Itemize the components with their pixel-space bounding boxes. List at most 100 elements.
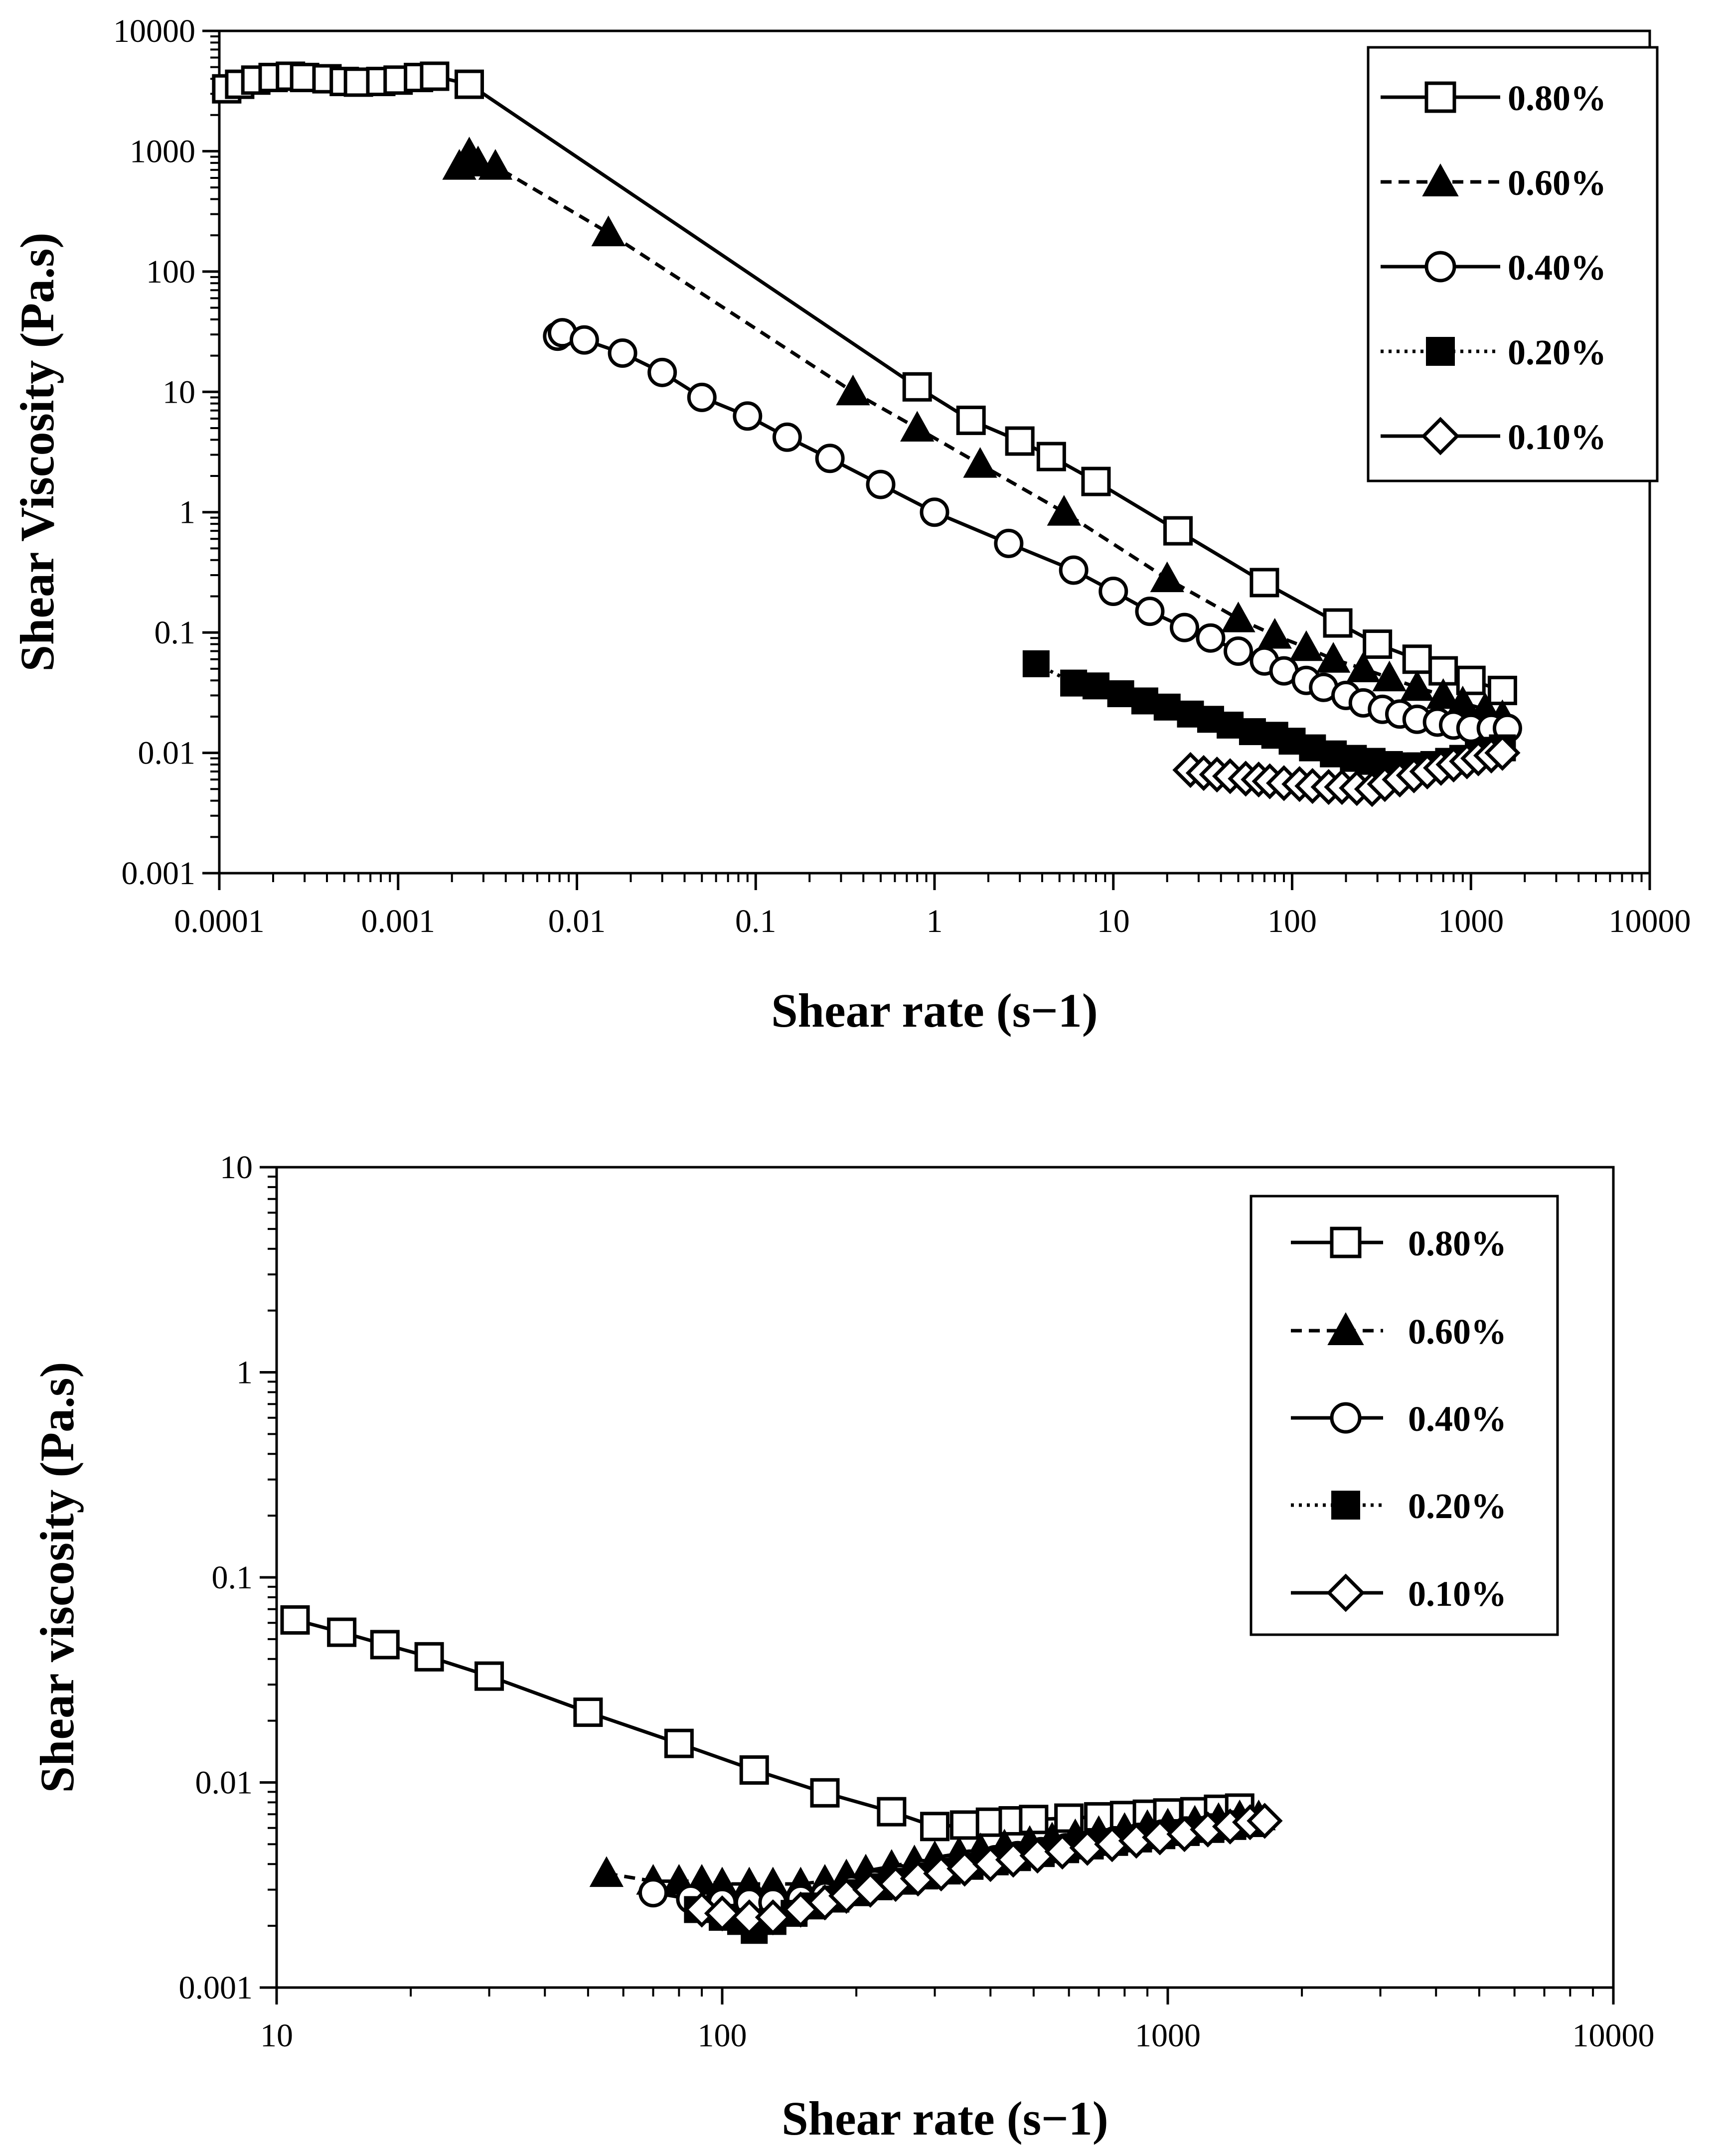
data-point — [733, 401, 763, 431]
data-point — [1426, 678, 1460, 709]
data-point — [687, 382, 717, 412]
x-tick-label: 10 — [260, 2017, 293, 2054]
data-point — [815, 444, 845, 473]
data-point — [455, 69, 484, 99]
data-point — [280, 1605, 310, 1635]
data-point — [810, 1778, 840, 1808]
data-point — [1060, 669, 1088, 697]
data-point — [900, 411, 935, 442]
data-point — [1217, 711, 1244, 739]
data-point — [1022, 650, 1050, 677]
legend-box — [1250, 1195, 1559, 1636]
data-point — [1372, 660, 1407, 692]
data-point — [1196, 623, 1226, 653]
data-point — [963, 447, 997, 478]
legend-box — [1367, 46, 1659, 482]
data-point — [1170, 613, 1200, 642]
y-tick-label: 1 — [236, 1355, 253, 1391]
data-point — [1250, 568, 1279, 598]
data-point — [1082, 672, 1109, 700]
x-tick-label: 100 — [698, 2017, 747, 2054]
legend-label: 0.40% — [1408, 1399, 1507, 1439]
y-tick-label: 0.01 — [195, 1765, 253, 1801]
x-tick-label: 10000 — [1609, 903, 1691, 939]
data-point — [956, 405, 986, 435]
data-point — [1316, 642, 1351, 673]
series-010 — [1172, 735, 1521, 807]
legend-label: 0.20% — [1408, 1486, 1507, 1526]
legend-marker — [1331, 1491, 1360, 1520]
y-axis-title: Shear viscosity (Pa.s) — [30, 1362, 84, 1793]
legend-marker — [1424, 81, 1456, 113]
chart-top: 0.0001 0.001 0.01 0.1 1 10 100 1000 10000 0.001 0.… — [10, 13, 1691, 1037]
data-point — [1081, 466, 1111, 496]
data-point — [1153, 693, 1181, 721]
y-tick-label: 0.1 — [212, 1559, 253, 1596]
x-axis-title: Shear rate (s−1) — [771, 984, 1097, 1037]
data-point — [569, 325, 599, 355]
data-point — [866, 469, 896, 499]
data-point — [1019, 1805, 1049, 1835]
x-tick-label: 1000 — [1135, 2017, 1201, 2054]
chart-bottom: 10 100 1000 10000 0.001 0.01 0.1 1 10 Shear rate … — [30, 1149, 1655, 2145]
legend-marker — [1330, 1402, 1362, 1434]
legend-marker — [1424, 251, 1456, 283]
y-tick-label: 0.1 — [155, 615, 196, 651]
data-point — [1289, 630, 1324, 661]
legend-marker — [1426, 337, 1455, 366]
series-060 — [442, 137, 1520, 730]
y-tick-label: 100 — [146, 254, 195, 290]
legend-marker — [1327, 1312, 1364, 1345]
legend-label: 0.80% — [1408, 1224, 1507, 1263]
data-point — [877, 1797, 907, 1827]
data-point — [1150, 561, 1184, 593]
data-point — [683, 1891, 720, 1928]
legend-marker — [1422, 163, 1459, 196]
data-point — [638, 1878, 668, 1908]
data-point — [647, 357, 677, 387]
data-point — [731, 1899, 768, 1936]
data-point — [1247, 1803, 1283, 1839]
legend-label: 0.10% — [1508, 417, 1606, 457]
data-point — [1059, 555, 1089, 585]
data-point — [1402, 644, 1432, 674]
y-tick-label: 1000 — [130, 133, 195, 169]
data-point — [920, 1812, 950, 1842]
y-tick-label: 1 — [179, 494, 195, 531]
legend-label: 0.60% — [1508, 163, 1606, 203]
data-point — [1221, 602, 1255, 632]
data-point — [1107, 680, 1134, 707]
data-point — [589, 1856, 624, 1887]
data-point — [1363, 629, 1393, 659]
x-tick-label: 1000 — [1438, 903, 1504, 939]
data-point — [1239, 718, 1266, 746]
data-point — [1131, 687, 1158, 715]
x-tick-label: 10000 — [1572, 2017, 1655, 2054]
x-axis-title: Shear rate (s−1) — [782, 2092, 1108, 2145]
x-tick-label: 0.1 — [735, 903, 777, 939]
data-point — [1224, 636, 1254, 666]
legend: 0.80% 0.60% 0.40% 0.20% 0.10% — [1367, 46, 1659, 482]
data-point — [1323, 608, 1353, 638]
data-point — [664, 1728, 694, 1758]
series-080 — [212, 61, 1517, 705]
data-point — [474, 1661, 504, 1691]
x-tick-label: 100 — [1267, 903, 1317, 939]
legend-label: 0.10% — [1408, 1574, 1507, 1614]
x-tick-label: 0.001 — [361, 903, 436, 939]
data-point — [836, 374, 870, 406]
data-point — [327, 1617, 357, 1647]
data-point — [591, 215, 626, 247]
x-tick-label: 10 — [1097, 903, 1130, 939]
data-point — [920, 497, 949, 527]
y-tick-label: 0.001 — [122, 855, 196, 892]
data-point — [1005, 426, 1035, 456]
data-point — [994, 528, 1024, 558]
legend: 0.80% 0.60% 0.40% 0.20% 0.10% — [1250, 1195, 1559, 1636]
data-point — [1036, 442, 1066, 471]
legend-label: 0.80% — [1508, 78, 1606, 118]
y-tick-label: 10 — [220, 1149, 253, 1186]
data-point — [414, 1642, 444, 1672]
x-tick-label: 1 — [927, 903, 943, 939]
